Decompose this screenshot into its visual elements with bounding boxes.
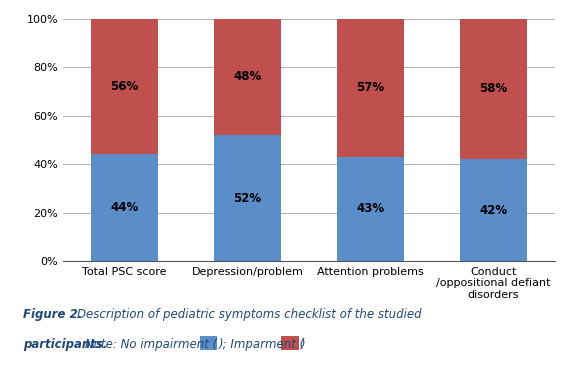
Bar xyxy=(213,19,281,135)
Text: 52%: 52% xyxy=(233,192,261,204)
Text: Note: No impairment (: Note: No impairment ( xyxy=(85,338,217,351)
Bar xyxy=(90,154,158,261)
Bar xyxy=(336,157,404,261)
Text: 57%: 57% xyxy=(356,81,384,94)
Bar xyxy=(459,19,527,159)
Text: 44%: 44% xyxy=(110,201,138,214)
Bar xyxy=(459,159,527,261)
Text: 43%: 43% xyxy=(356,203,384,216)
Text: Figure 2.: Figure 2. xyxy=(23,308,82,321)
Text: Description of pediatric symptoms checklist of the studied: Description of pediatric symptoms checkl… xyxy=(77,308,422,321)
Bar xyxy=(336,19,404,157)
Bar xyxy=(90,19,158,154)
Text: 56%: 56% xyxy=(110,80,138,93)
Text: 42%: 42% xyxy=(479,204,507,217)
Text: ); Imparment (: ); Imparment ( xyxy=(219,338,305,351)
Text: ): ) xyxy=(300,338,305,351)
Text: 48%: 48% xyxy=(233,70,261,83)
Text: participants.: participants. xyxy=(23,338,108,351)
Text: 58%: 58% xyxy=(479,82,507,95)
Bar xyxy=(213,135,281,261)
